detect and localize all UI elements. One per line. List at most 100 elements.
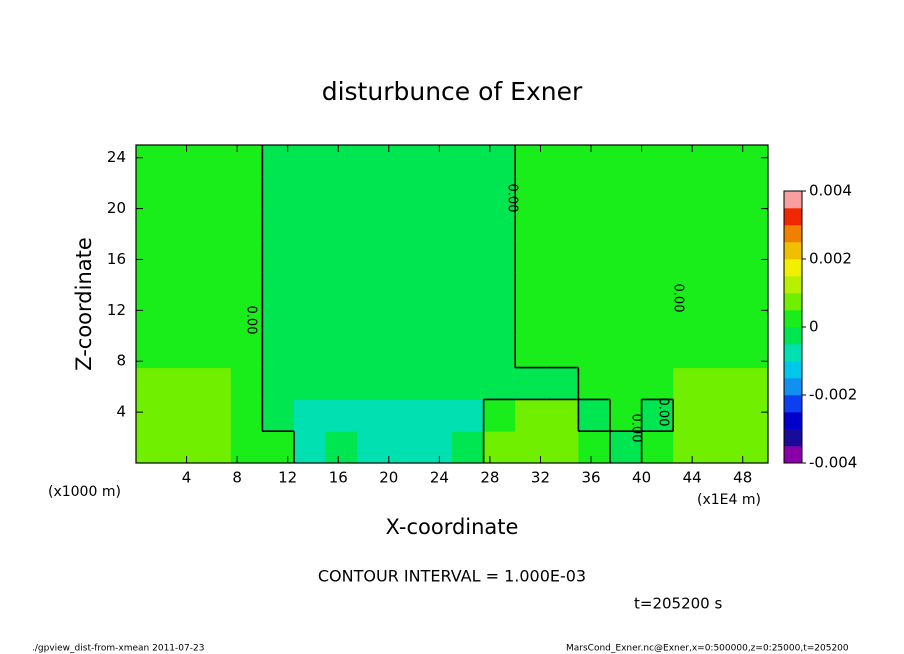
field-cell <box>515 208 548 241</box>
field-cell <box>515 304 548 337</box>
field-cell <box>167 240 200 273</box>
colorbar-tick-label: -0.004 <box>809 454 857 472</box>
field-cell <box>578 367 611 400</box>
field-cell <box>673 176 706 210</box>
field-cell <box>704 431 737 464</box>
chart-title: disturbunce of Exner <box>322 77 583 106</box>
field-cell <box>388 208 421 241</box>
field-cell <box>420 304 453 337</box>
colorbar-band <box>784 225 802 243</box>
field-cell <box>420 431 453 464</box>
field-cell <box>704 240 737 273</box>
field-cell <box>420 272 453 305</box>
field-cell <box>515 431 548 464</box>
field-cell <box>673 208 706 241</box>
field-cell <box>704 304 737 337</box>
field-cell <box>167 367 200 400</box>
field-cell <box>262 367 295 400</box>
field-cell <box>294 176 327 210</box>
field-cell <box>578 208 611 241</box>
field-cell <box>610 176 643 210</box>
field-cell <box>262 176 295 210</box>
x-tick-label: 40 <box>632 469 651 487</box>
field-cell <box>546 272 579 305</box>
contour-label: 0.00 <box>671 284 686 313</box>
field-cell <box>546 208 579 241</box>
field-cell <box>294 399 327 432</box>
field-cell <box>294 367 327 400</box>
field-cell <box>136 304 169 337</box>
field-cell <box>136 145 169 178</box>
field-cell <box>515 367 548 400</box>
field-cell <box>136 431 169 464</box>
field-cell <box>483 272 516 305</box>
field-cell <box>325 176 358 210</box>
field-cell <box>578 335 611 369</box>
field-cell <box>262 304 295 337</box>
field-cell <box>736 208 769 241</box>
field-cell <box>704 145 737 178</box>
x-tick-label: 8 <box>232 469 242 487</box>
field-cell <box>262 272 295 305</box>
field-cell <box>610 431 643 464</box>
x-unit-left: (x1000 m) <box>48 484 121 500</box>
field-cell <box>610 304 643 337</box>
field-cell <box>325 304 358 337</box>
field-cell <box>515 240 548 273</box>
field-cell <box>610 145 643 178</box>
field-cell <box>610 240 643 273</box>
field-cell <box>357 272 390 305</box>
colorbar-tick-label: -0.002 <box>809 386 857 404</box>
field-cell <box>230 335 263 369</box>
field-cell <box>483 367 516 400</box>
colorbar-band <box>784 429 802 447</box>
field-cell <box>610 399 643 432</box>
field-cell <box>515 399 548 432</box>
colorbar-band <box>784 208 802 226</box>
field-cell <box>167 399 200 432</box>
field-cell <box>388 399 421 432</box>
field-cell <box>546 367 579 400</box>
field-cell <box>578 431 611 464</box>
field-cell <box>641 367 674 400</box>
x-unit-right: (x1E4 m) <box>697 492 761 508</box>
field-cell <box>325 240 358 273</box>
field-cell <box>388 176 421 210</box>
field-cell <box>294 304 327 337</box>
field-cell <box>452 304 485 337</box>
field-cell <box>357 240 390 273</box>
field-cell <box>294 240 327 273</box>
field-cell <box>736 176 769 210</box>
field-cell <box>704 335 737 369</box>
field-cell <box>388 335 421 369</box>
field-cell <box>294 431 327 464</box>
y-tick-label: 4 <box>116 403 126 421</box>
field-cell <box>673 240 706 273</box>
field-cell <box>483 145 516 178</box>
field-cell <box>199 176 232 210</box>
colorbar-band <box>784 327 802 345</box>
field-cell <box>546 431 579 464</box>
field-cell <box>641 335 674 369</box>
field-cell <box>357 367 390 400</box>
field-cell <box>546 176 579 210</box>
field-cell <box>483 431 516 464</box>
field-cell <box>230 399 263 432</box>
field-cell <box>610 208 643 241</box>
field-cell <box>546 240 579 273</box>
field-cell <box>736 367 769 400</box>
field-cell <box>515 145 548 178</box>
field-cell <box>420 145 453 178</box>
field-cell <box>546 399 579 432</box>
field-cell <box>452 335 485 369</box>
field-cell <box>610 272 643 305</box>
field-cell <box>357 176 390 210</box>
field-cell <box>199 272 232 305</box>
colorbar-band <box>784 259 802 277</box>
field-cell <box>167 304 200 337</box>
contour-interval: CONTOUR INTERVAL = 1.000E-03 <box>318 567 586 586</box>
field-cell <box>325 367 358 400</box>
field-cell <box>483 240 516 273</box>
field-cell <box>357 145 390 178</box>
field-cell <box>357 208 390 241</box>
